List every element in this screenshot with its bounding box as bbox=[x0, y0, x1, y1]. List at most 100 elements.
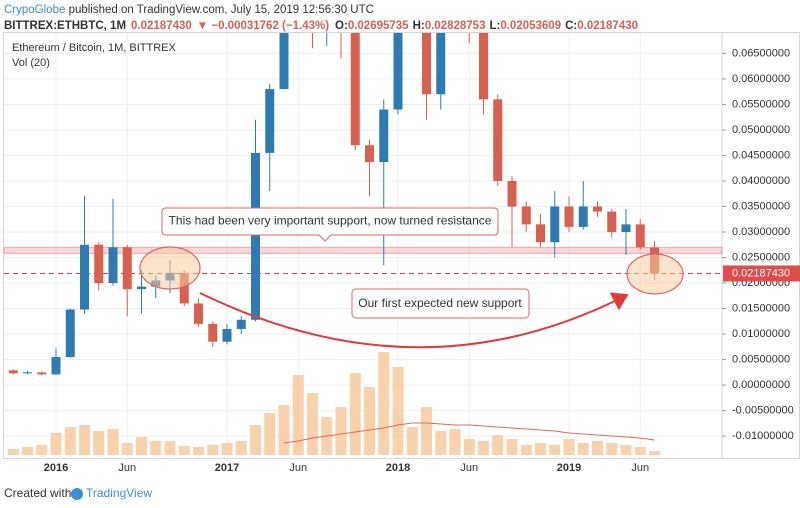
y-tick-label: -0.01000000 bbox=[732, 430, 794, 442]
ohlc-label: C: bbox=[565, 20, 577, 32]
y-tick-label: 0.00000000 bbox=[732, 379, 790, 391]
y-tick-label: 0.00500000 bbox=[732, 353, 790, 365]
volume-bar bbox=[620, 445, 632, 455]
header-line: CrypoGlobe published on TradingView.com,… bbox=[4, 4, 374, 16]
volume-bar bbox=[606, 443, 618, 455]
candle-body bbox=[350, 33, 360, 146]
volume-bar bbox=[478, 441, 489, 455]
candle-body bbox=[507, 180, 517, 207]
last-price-box bbox=[723, 265, 800, 282]
volume-bar bbox=[22, 447, 33, 455]
y-tick-label: 0.01000000 bbox=[732, 328, 790, 340]
volume-bar bbox=[250, 425, 261, 455]
candle-body bbox=[51, 357, 61, 375]
change: ▼ −0.00031762 (−1.43%) bbox=[197, 20, 329, 32]
candle-body bbox=[279, 33, 289, 90]
ohlc-value: 0.02053609 bbox=[500, 20, 561, 32]
y-tick-label: 0.03000000 bbox=[732, 226, 790, 238]
volume-bar bbox=[492, 435, 504, 455]
volume-bar bbox=[520, 445, 532, 455]
volume-bar bbox=[107, 429, 119, 455]
ohlc-label: L: bbox=[489, 20, 500, 32]
volume-bar bbox=[535, 443, 546, 455]
volume-bar bbox=[563, 439, 575, 455]
volume-bar bbox=[264, 413, 276, 455]
highlight-ellipse bbox=[626, 253, 684, 295]
x-tick-label: Jun bbox=[289, 462, 307, 474]
y-tick-label: 0.05000000 bbox=[732, 124, 790, 136]
candle-body bbox=[108, 247, 118, 284]
arrow bbox=[199, 292, 629, 349]
candle-body bbox=[521, 206, 531, 225]
candle-body bbox=[65, 309, 75, 358]
candle-body bbox=[194, 303, 203, 324]
callout-box bbox=[161, 207, 499, 242]
ohlc-value: 0.02187430 bbox=[577, 20, 638, 32]
brand-logo bbox=[71, 488, 83, 500]
footer-brand[interactable]: TradingView bbox=[86, 486, 152, 500]
candle-body bbox=[607, 211, 617, 233]
footer-text: Created with bbox=[4, 486, 71, 500]
volume-bar bbox=[93, 431, 105, 455]
y-tick-label: 0.01500000 bbox=[732, 302, 790, 314]
volume-bar bbox=[150, 441, 162, 455]
volume-bar bbox=[178, 446, 190, 455]
y-tick-label: 0.03500000 bbox=[732, 200, 790, 212]
volume-bar bbox=[592, 441, 603, 455]
candle-body bbox=[379, 109, 389, 163]
volume-bar bbox=[278, 405, 290, 455]
y-tick-label: 0.05500000 bbox=[732, 98, 790, 110]
x-tick-label: Jun bbox=[460, 462, 478, 474]
volume-bar bbox=[364, 387, 375, 455]
candle-body bbox=[593, 206, 602, 212]
y-tick-label: 0.04500000 bbox=[732, 149, 790, 161]
volume-bar bbox=[392, 367, 404, 455]
candle-body bbox=[222, 328, 232, 342]
author[interactable]: CrypoGlobe bbox=[4, 4, 65, 16]
annotation: Our first expected new support bbox=[358, 296, 522, 310]
ohlc-label: H: bbox=[413, 20, 425, 32]
candle-body bbox=[365, 145, 374, 163]
last-price-label: 0.02187430 bbox=[732, 267, 790, 279]
candle-body bbox=[8, 370, 18, 374]
volume-bar bbox=[7, 449, 19, 455]
price: 0.02187430 bbox=[131, 20, 192, 32]
volume-bar bbox=[136, 437, 147, 455]
candle-body bbox=[137, 286, 146, 290]
candle-body bbox=[422, 33, 431, 95]
volume-bar bbox=[421, 407, 432, 455]
x-tick-label: 2018 bbox=[386, 462, 410, 474]
candle-body bbox=[179, 272, 189, 304]
candle-body bbox=[393, 33, 403, 110]
candle-body bbox=[80, 244, 89, 310]
volume-bar bbox=[634, 447, 646, 455]
volume-bar bbox=[449, 429, 461, 455]
volume-bar bbox=[36, 445, 48, 455]
ohlc-value: 0.02695735 bbox=[348, 20, 409, 32]
candle-body bbox=[94, 244, 104, 284]
annotation: This had been very important support, no… bbox=[169, 214, 492, 228]
candle-body bbox=[621, 224, 631, 233]
volume-bar bbox=[207, 445, 219, 455]
volume-bar bbox=[378, 352, 390, 455]
legend-entry: Vol (20) bbox=[12, 57, 50, 69]
volume-bar bbox=[193, 447, 204, 455]
candle-body bbox=[436, 33, 446, 95]
candle-body bbox=[550, 206, 560, 243]
published: published on TradingView.com, July 15, 2… bbox=[65, 4, 374, 16]
volume-bar bbox=[406, 427, 418, 455]
candle-body bbox=[122, 247, 132, 290]
volume-bar bbox=[64, 427, 76, 455]
legend-entry: Ethereum / Bitcoin, 1M, BITTREX bbox=[12, 42, 176, 54]
x-tick-label: Jun bbox=[118, 462, 136, 474]
candle-body bbox=[208, 323, 218, 342]
volume-bar bbox=[435, 431, 447, 455]
highlight-ellipse bbox=[139, 246, 201, 290]
volume-bar bbox=[463, 439, 475, 455]
ohlc-label: O: bbox=[335, 20, 348, 32]
candle-body bbox=[493, 99, 503, 181]
candle-body bbox=[265, 89, 275, 153]
volume-bar bbox=[577, 443, 589, 455]
volume-ma-line bbox=[283, 422, 655, 444]
